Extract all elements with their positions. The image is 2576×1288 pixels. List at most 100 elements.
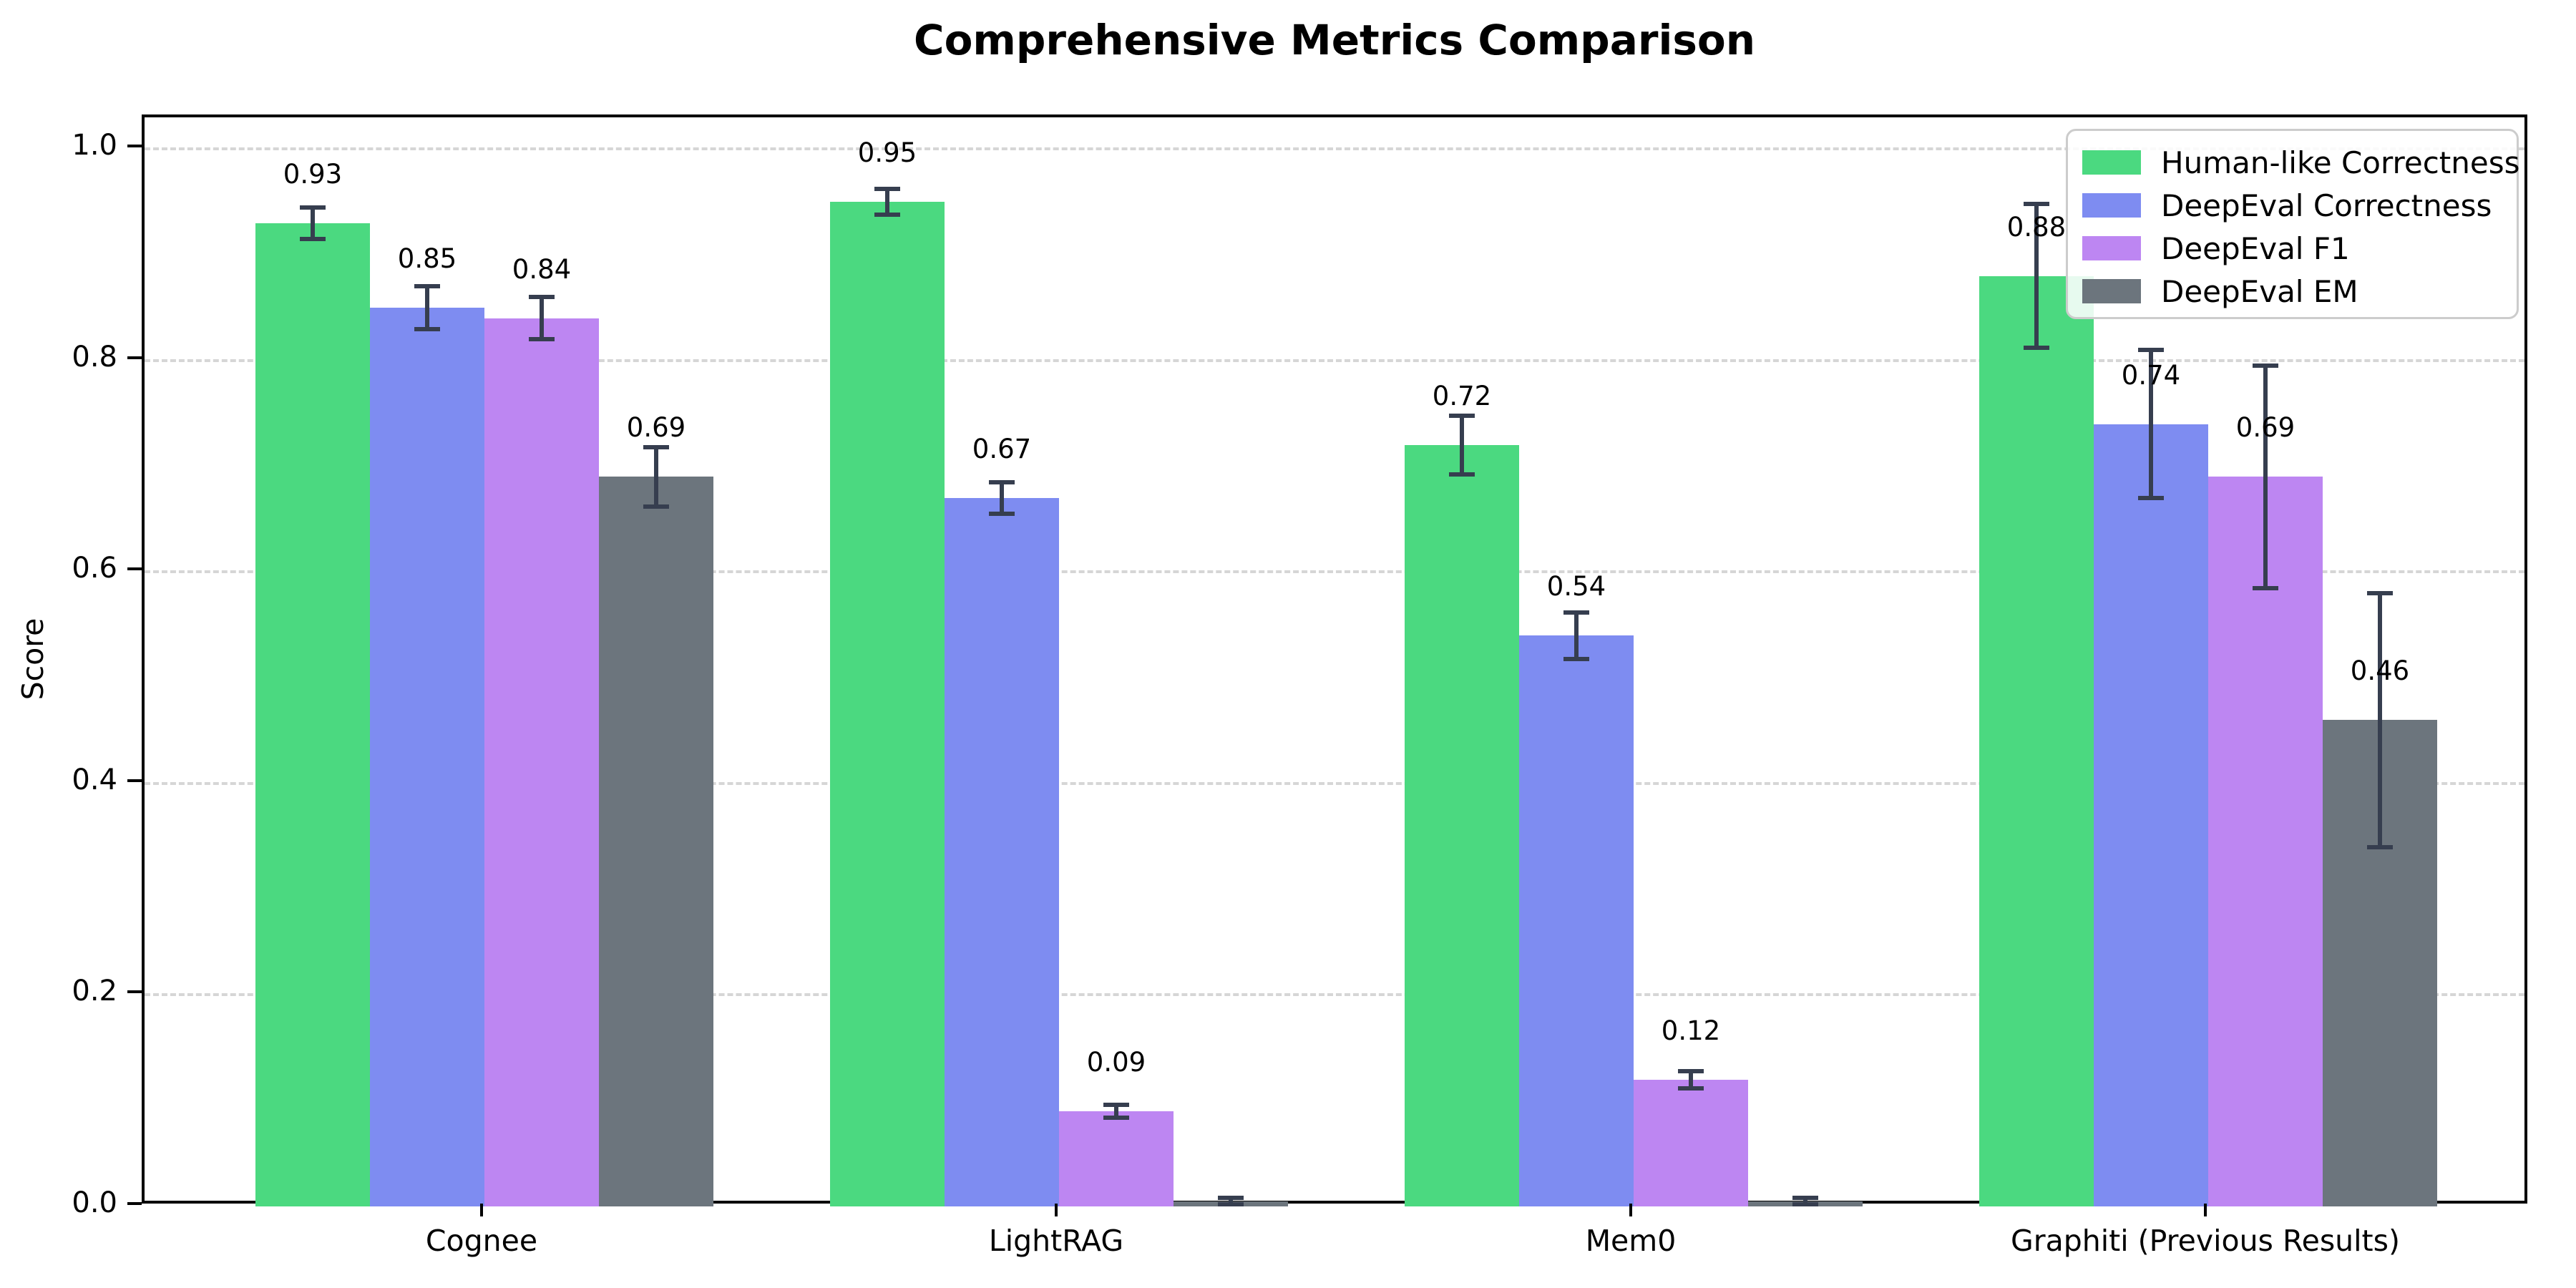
bar-deepeval-f1-mem0 [1634, 1079, 1748, 1206]
errorbar [1689, 1070, 1693, 1088]
y-tick-mark [127, 567, 142, 571]
y-tick-label: 0.4 [72, 763, 117, 796]
errorbar [1460, 415, 1464, 475]
errorbar-cap [643, 445, 669, 450]
legend-label: DeepEval Correctness [2161, 187, 2492, 223]
bar-value-label: 0.85 [397, 243, 457, 274]
bar-value-label: 0.72 [1432, 381, 1492, 412]
bar-value-label: 0.93 [283, 158, 343, 190]
errorbar-cap [2253, 585, 2278, 590]
bar-value-label: 0.09 [1086, 1047, 1146, 1078]
errorbar-cap [2253, 364, 2278, 369]
y-tick-label: 0.2 [72, 975, 117, 1008]
errorbar [2378, 592, 2382, 847]
y-tick-label: 0.6 [72, 552, 117, 585]
errorbar [2034, 204, 2039, 348]
bar-human-like-correctness-mem0 [1405, 445, 1519, 1206]
legend-swatch-icon [2082, 193, 2141, 218]
errorbar [311, 207, 315, 239]
errorbar-cap [1678, 1068, 1704, 1073]
errorbar [425, 286, 429, 329]
errorbar-cap [989, 512, 1015, 517]
errorbar [1229, 1198, 1233, 1205]
errorbar-cap [2138, 495, 2164, 500]
errorbar [654, 447, 658, 507]
bar-deepeval-f1-graphiti-previous-results- [2208, 477, 2323, 1206]
errorbar-cap [529, 295, 555, 300]
gridline-y-0.2 [145, 993, 2524, 997]
x-tick-mark [480, 1204, 483, 1216]
y-tick-label: 1.0 [72, 129, 117, 162]
bar-deepeval-f1-cognee [484, 318, 599, 1206]
errorbar-cap [300, 236, 326, 241]
bar-deepeval-f1-lightrag [1059, 1111, 1174, 1206]
errorbar-cap [1218, 1202, 1244, 1207]
y-tick-mark [127, 1202, 142, 1205]
x-tick-mark [2204, 1204, 2207, 1216]
errorbar-cap [1563, 656, 1589, 661]
x-tick-mark [1055, 1204, 1058, 1216]
y-tick-mark [127, 145, 142, 148]
legend-swatch-icon [2082, 279, 2141, 303]
errorbar-cap [989, 479, 1015, 484]
errorbar-cap [1792, 1202, 1818, 1207]
errorbar-cap [1563, 610, 1589, 615]
errorbar [1803, 1198, 1807, 1205]
legend-row-human-like-correctness: Human-like Correctness [2082, 141, 2520, 184]
y-tick-mark [127, 990, 142, 994]
x-tick-label-mem0: Mem0 [1585, 1224, 1677, 1258]
y-tick-label: 0.8 [72, 340, 117, 374]
gridline-y-0.4 [145, 781, 2524, 785]
legend-row-deepeval-correctness: DeepEval Correctness [2082, 184, 2517, 227]
errorbar [1114, 1105, 1118, 1118]
errorbar-cap [2024, 202, 2049, 207]
bar-value-label: 0.12 [1661, 1015, 1721, 1046]
bar-value-label: 0.69 [2235, 412, 2296, 444]
legend-label: DeepEval F1 [2161, 230, 2350, 266]
bar-deepeval-correctness-graphiti-previous-results- [2094, 424, 2208, 1206]
errorbar-cap [1103, 1115, 1129, 1120]
errorbar-cap [2367, 590, 2393, 595]
errorbar-cap [643, 504, 669, 509]
errorbar [1574, 612, 1579, 659]
errorbar-cap [414, 326, 440, 331]
gridline-y-0.6 [145, 570, 2524, 574]
bar-human-like-correctness-cognee [255, 223, 370, 1206]
errorbar-cap [1449, 413, 1475, 418]
bar-value-label: 0.74 [2121, 359, 2181, 391]
x-tick-label-lightrag: LightRAG [988, 1224, 1124, 1258]
errorbar-cap [1103, 1103, 1129, 1108]
errorbar [885, 189, 889, 215]
bar-deepeval-correctness-cognee [370, 307, 484, 1206]
legend-label: Human-like Correctness [2161, 145, 2520, 180]
errorbar-cap [1218, 1196, 1244, 1201]
errorbar-cap [1449, 472, 1475, 477]
legend-swatch-icon [2082, 150, 2141, 175]
legend-row-deepeval-f1: DeepEval F1 [2082, 227, 2517, 270]
bar-deepeval-em-cognee [599, 477, 713, 1206]
legend-label: DeepEval EM [2161, 273, 2358, 309]
gridline-y-1.0 [145, 147, 2524, 151]
bar-deepeval-correctness-mem0 [1519, 635, 1634, 1206]
errorbar [1000, 482, 1004, 514]
errorbar-cap [1678, 1085, 1704, 1091]
bar-value-label: 0.69 [626, 412, 686, 444]
bar-value-label: 0.95 [857, 137, 917, 169]
y-tick-mark [127, 779, 142, 782]
legend: Human-like Correctness DeepEval Correctne… [2066, 129, 2520, 319]
errorbar-cap [414, 284, 440, 289]
chart-title: Comprehensive Metrics Comparison [914, 16, 1755, 64]
y-axis-label: Score [16, 618, 50, 701]
x-tick-label-cognee: Cognee [425, 1224, 538, 1258]
errorbar-cap [2138, 348, 2164, 353]
errorbar-cap [874, 187, 900, 192]
errorbar-cap [874, 212, 900, 217]
bar-value-label: 0.54 [1546, 571, 1606, 602]
y-tick-mark [127, 356, 142, 359]
legend-swatch-icon [2082, 236, 2141, 260]
errorbar [540, 297, 544, 340]
bar-human-like-correctness-graphiti-previous-results- [1979, 275, 2094, 1206]
bar-value-label: 0.84 [512, 253, 572, 285]
x-tick-label-graphiti-previous-results-: Graphiti (Previous Results) [2011, 1224, 2400, 1258]
